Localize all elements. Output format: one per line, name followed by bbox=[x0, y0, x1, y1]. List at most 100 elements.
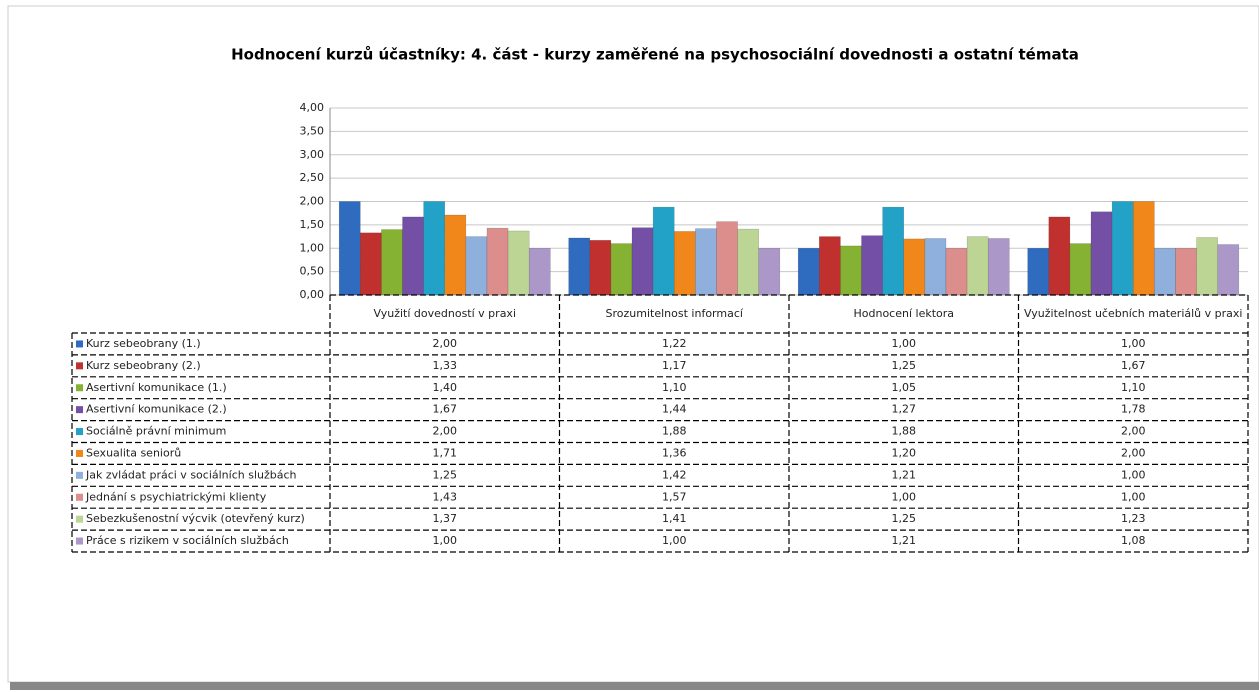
x-tick-label: Srozumitelnost informací bbox=[605, 307, 743, 320]
legend-swatch bbox=[76, 362, 83, 370]
y-tick-label: 0,00 bbox=[300, 288, 325, 301]
bar bbox=[945, 248, 968, 296]
legend-swatch bbox=[76, 537, 83, 545]
data-label: 1,23 bbox=[1121, 512, 1146, 525]
data-label: 1,67 bbox=[433, 403, 458, 416]
data-label: 1,57 bbox=[662, 490, 687, 503]
data-label: 1,08 bbox=[1121, 534, 1146, 547]
y-tick-label: 3,00 bbox=[300, 148, 325, 161]
data-label: 1,88 bbox=[662, 425, 687, 438]
data-label: 1,33 bbox=[433, 359, 458, 372]
legend-label: Asertivní komunikace (1.) bbox=[86, 381, 227, 394]
bar bbox=[1090, 211, 1113, 296]
data-label: 1,00 bbox=[662, 534, 687, 547]
bar bbox=[568, 237, 591, 296]
data-label: 2,00 bbox=[433, 337, 458, 350]
x-tick-label: Využitelnost učebních materiálů v praxi bbox=[1024, 307, 1243, 320]
x-tick-label: Využití dovedností v praxi bbox=[373, 307, 517, 320]
legend-label: Kurz sebeobrany (1.) bbox=[86, 337, 201, 350]
bar bbox=[987, 238, 1010, 296]
legend-swatch bbox=[76, 428, 83, 436]
category-header: Srozumitelnost informací bbox=[605, 307, 743, 320]
data-label: 1,21 bbox=[892, 468, 917, 481]
data-label: 1,20 bbox=[892, 446, 917, 459]
bar bbox=[444, 214, 467, 296]
bar bbox=[1069, 243, 1092, 296]
bar bbox=[1154, 248, 1176, 296]
legend-label: Jednání s psychiatrickými klienty bbox=[85, 490, 267, 503]
y-tick-label: 4,00 bbox=[300, 101, 325, 114]
bar bbox=[507, 230, 530, 296]
bar bbox=[903, 238, 926, 296]
page-frame bbox=[7, 5, 1259, 683]
bar bbox=[423, 201, 445, 296]
data-label: 1,10 bbox=[1121, 381, 1146, 394]
data-label: 1,71 bbox=[433, 446, 458, 459]
data-label: 1,00 bbox=[892, 490, 917, 503]
legend-swatch bbox=[76, 515, 83, 523]
bar bbox=[528, 248, 551, 296]
y-tick-label: 1,50 bbox=[300, 218, 325, 231]
y-tick-label: 2,00 bbox=[300, 195, 325, 208]
legend-swatch bbox=[76, 384, 83, 392]
legend-swatch bbox=[76, 493, 83, 501]
legend-label: Sexualita seniorů bbox=[86, 446, 181, 459]
data-label: 1,78 bbox=[1121, 403, 1146, 416]
x-tick-label: Hodnocení lektora bbox=[853, 307, 955, 320]
page-shadow bbox=[10, 682, 1259, 690]
legend-label: Kurz sebeobrany (2.) bbox=[86, 359, 201, 372]
data-label: 2,00 bbox=[433, 425, 458, 438]
y-tick-label: 0,50 bbox=[300, 265, 325, 278]
legend-label: Jak zvládat práci v sociálních službách bbox=[85, 468, 297, 481]
category-header: Využití dovedností v praxi bbox=[373, 307, 517, 320]
data-label: 1,05 bbox=[892, 381, 917, 394]
legend-swatch bbox=[76, 340, 83, 348]
bar bbox=[381, 229, 403, 296]
bar bbox=[840, 245, 862, 296]
data-label: 1,36 bbox=[662, 446, 687, 459]
data-label: 1,25 bbox=[433, 468, 458, 481]
data-label: 1,00 bbox=[892, 337, 917, 350]
bar bbox=[924, 238, 947, 296]
data-label: 1,10 bbox=[662, 381, 687, 394]
data-label: 1,88 bbox=[892, 425, 917, 438]
data-label: 1,21 bbox=[892, 534, 917, 547]
data-label: 1,42 bbox=[662, 468, 687, 481]
data-label: 1,27 bbox=[892, 403, 917, 416]
y-tick-label: 3,50 bbox=[300, 124, 325, 137]
category-header: Využitelnost učebních materiálů v praxi bbox=[1024, 307, 1243, 320]
data-label: 1,00 bbox=[1121, 468, 1146, 481]
data-label: 1,37 bbox=[433, 512, 458, 525]
bar bbox=[797, 248, 820, 296]
data-label: 1,25 bbox=[892, 359, 917, 372]
y-tick-label: 1,00 bbox=[300, 241, 325, 254]
bar bbox=[1217, 244, 1240, 296]
bar bbox=[360, 232, 382, 296]
bar bbox=[1196, 237, 1218, 296]
y-tick-label: 2,50 bbox=[300, 171, 325, 184]
bar bbox=[402, 216, 424, 296]
category-header: Hodnocení lektora bbox=[853, 307, 955, 320]
bar bbox=[631, 227, 654, 296]
legend-swatch bbox=[76, 406, 83, 414]
bar bbox=[819, 236, 841, 296]
bar bbox=[589, 240, 612, 296]
bar bbox=[1027, 248, 1050, 296]
bar bbox=[1175, 248, 1197, 296]
data-label: 2,00 bbox=[1121, 446, 1146, 459]
data-label: 1,00 bbox=[1121, 337, 1146, 350]
bar bbox=[338, 201, 361, 296]
legend-swatch bbox=[76, 471, 83, 479]
legend-label: Asertivní komunikace (2.) bbox=[86, 403, 227, 416]
legend-label: Práce s rizikem v sociálních službách bbox=[86, 534, 289, 547]
legend-swatch bbox=[76, 449, 83, 457]
bar bbox=[966, 236, 989, 296]
bar bbox=[486, 227, 509, 296]
bar bbox=[1048, 216, 1071, 296]
bar bbox=[1111, 201, 1134, 296]
bar bbox=[674, 231, 696, 296]
data-label: 1,67 bbox=[1121, 359, 1146, 372]
data-label: 1,41 bbox=[662, 512, 687, 525]
legend-label: Sebezkušenostní výcvik (otevřený kurz) bbox=[86, 512, 305, 525]
